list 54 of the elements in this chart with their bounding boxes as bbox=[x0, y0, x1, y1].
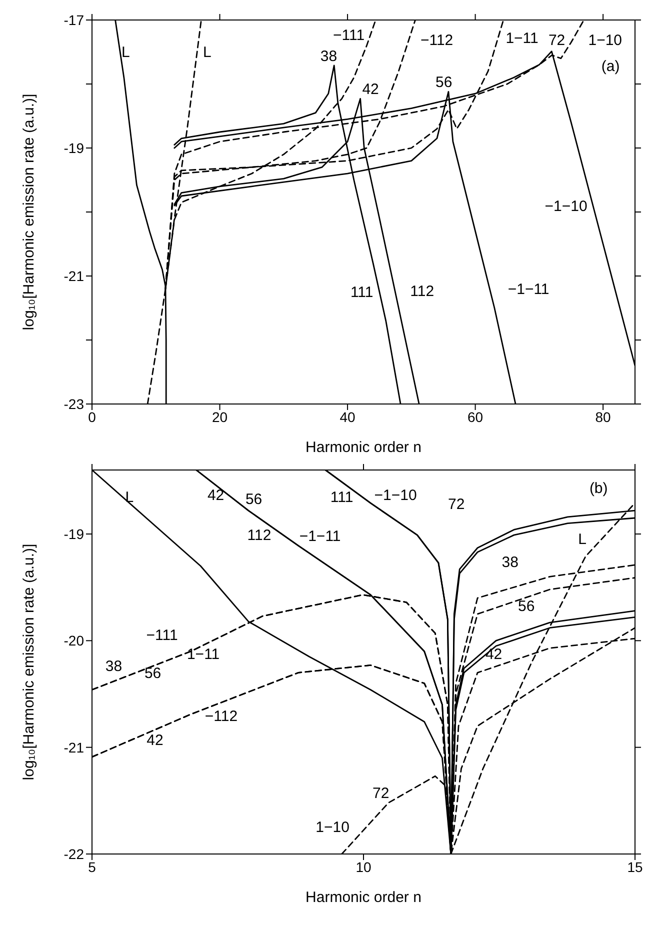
y-tick-label: -19 bbox=[64, 140, 84, 156]
x-tick-label: 60 bbox=[468, 408, 484, 425]
y-tick-label: -17 bbox=[64, 12, 84, 28]
annotation: (a) bbox=[601, 58, 620, 76]
annotation: 72 bbox=[372, 785, 390, 802]
y-tick-label: -22 bbox=[64, 846, 84, 862]
annotation: 38 bbox=[320, 48, 338, 66]
y-tick-label: -21 bbox=[64, 739, 84, 756]
x-tick-label: 20 bbox=[212, 408, 228, 425]
x-tick-label: 0 bbox=[88, 408, 96, 425]
annotation: −1−10 bbox=[374, 486, 417, 504]
annotation: 56 bbox=[144, 664, 162, 682]
annotation: −112 bbox=[420, 32, 454, 50]
annotation: L bbox=[202, 44, 212, 62]
annotation: −1−11 bbox=[299, 528, 341, 546]
annotation: 1−11 bbox=[186, 646, 220, 663]
annotation: 56 bbox=[245, 490, 262, 508]
y-tick-label: -21 bbox=[64, 268, 84, 284]
annotation: 1−11 bbox=[506, 30, 538, 48]
annotation: 42 bbox=[362, 81, 379, 98]
annotation: −111 bbox=[333, 27, 365, 44]
x-tick-label: 40 bbox=[340, 408, 356, 425]
annotation: L bbox=[578, 531, 586, 548]
annotation: 72 bbox=[448, 496, 465, 514]
y-axis-title: log₁₀[Harmonic emission rate (a.u.)] bbox=[20, 94, 38, 330]
annotation: 38 bbox=[105, 658, 122, 676]
annotation: 112 bbox=[247, 527, 272, 544]
annotation: −112 bbox=[204, 708, 238, 725]
y-tick-label: -23 bbox=[64, 396, 84, 412]
annotation: 56 bbox=[436, 74, 452, 92]
y-axis-title: log₁₀[Harmonic emission rate (a.u.)] bbox=[20, 544, 38, 780]
x-axis-title: Harmonic order n bbox=[306, 439, 422, 456]
annotation: 72 bbox=[548, 32, 566, 50]
annotation: 111 bbox=[350, 284, 374, 302]
x-tick-label: 80 bbox=[595, 408, 612, 425]
annotation: −111 bbox=[146, 626, 178, 644]
x-tick-label: 5 bbox=[88, 858, 96, 875]
y-tick-label: -19 bbox=[64, 526, 84, 542]
annotation: (b) bbox=[589, 480, 608, 498]
annotation: 112 bbox=[410, 282, 434, 300]
x-tick-label: 15 bbox=[627, 858, 643, 875]
annotation: 56 bbox=[518, 598, 535, 616]
annotation: L bbox=[121, 44, 130, 62]
annotation: 42 bbox=[207, 486, 224, 504]
y-tick-label: -20 bbox=[64, 632, 84, 649]
annotation: 42 bbox=[146, 732, 164, 750]
annotation: 111 bbox=[330, 488, 354, 506]
annotation: 1−10 bbox=[588, 32, 622, 50]
annotation: 38 bbox=[502, 554, 518, 571]
x-axis-title: Harmonic order n bbox=[306, 889, 422, 906]
annotation: 1−10 bbox=[316, 818, 350, 836]
x-tick-label: 10 bbox=[356, 858, 372, 875]
annotation: −1−11 bbox=[508, 280, 550, 298]
annotation: −1−10 bbox=[544, 198, 588, 216]
